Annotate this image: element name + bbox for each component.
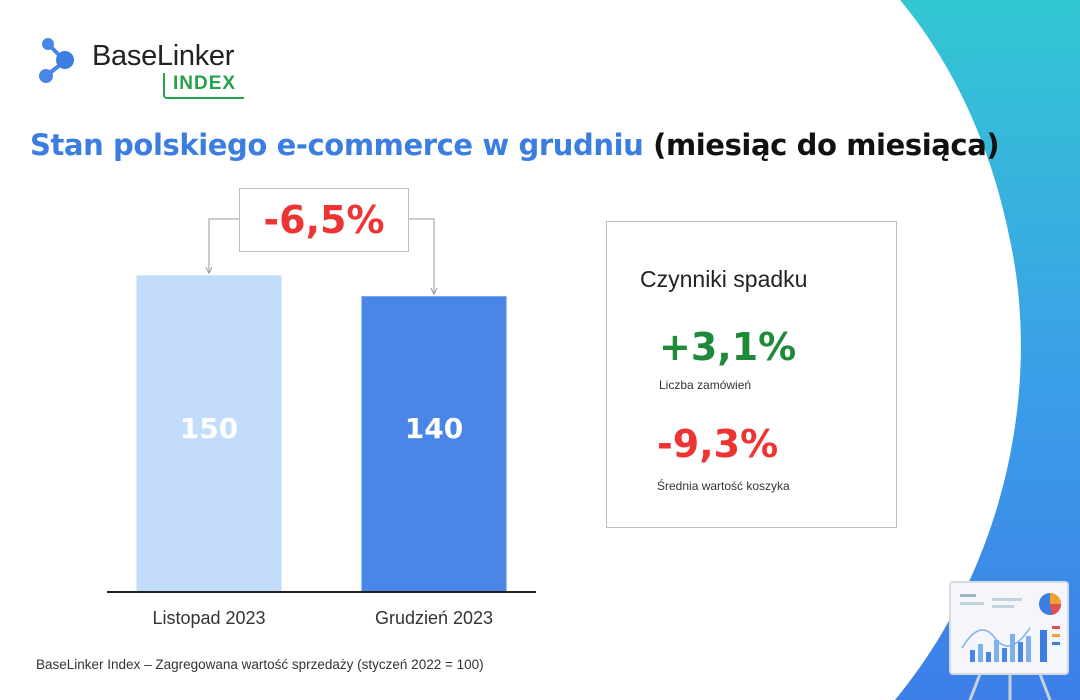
title-rest: (miesiąc do miesiąca)	[653, 128, 1000, 162]
factor-orders-label: Liczba zamówień	[659, 378, 752, 392]
factors-panel: Czynniki spadku +3,1% Liczba zamówień -9…	[606, 221, 897, 528]
page-title: Stan polskiego e-commerce w grudniu (mie…	[30, 128, 1000, 162]
bar-value-label: 140	[405, 412, 463, 445]
category-label: Grudzień 2023	[375, 608, 493, 628]
bars	[136, 275, 507, 591]
logo-index-badge: INDEX	[163, 73, 245, 99]
factor-basket-label: Średnia wartość koszyka	[657, 479, 790, 493]
connector-line	[407, 218, 435, 295]
network-nodes-icon	[39, 38, 74, 83]
logo-name: BaseLinker	[92, 40, 235, 72]
bar-2	[361, 296, 507, 591]
bar-1	[136, 275, 282, 591]
change-connectors	[205, 218, 438, 296]
bar-value-label: 150	[180, 412, 238, 445]
arrowhead-icon	[205, 266, 213, 275]
bar-labels: 150 Listopad 2023 140 Grudzień 2023	[152, 412, 493, 628]
connector-line	[208, 218, 239, 274]
arrowhead-icon	[430, 288, 438, 296]
presentation-board-icon	[949, 581, 1069, 700]
factor-basket-value: -9,3%	[657, 422, 779, 466]
category-label: Listopad 2023	[152, 608, 265, 628]
factors-title: Czynniki spadku	[640, 266, 808, 292]
change-badge: -6,5%	[239, 188, 409, 252]
factor-orders-value: +3,1%	[659, 325, 797, 369]
footnote: BaseLinker Index – Zagregowana wartość s…	[36, 657, 484, 672]
baselinker-logo: BaseLinker INDEX	[36, 36, 266, 106]
title-highlight: Stan polskiego e-commerce w grudniu	[30, 128, 644, 162]
